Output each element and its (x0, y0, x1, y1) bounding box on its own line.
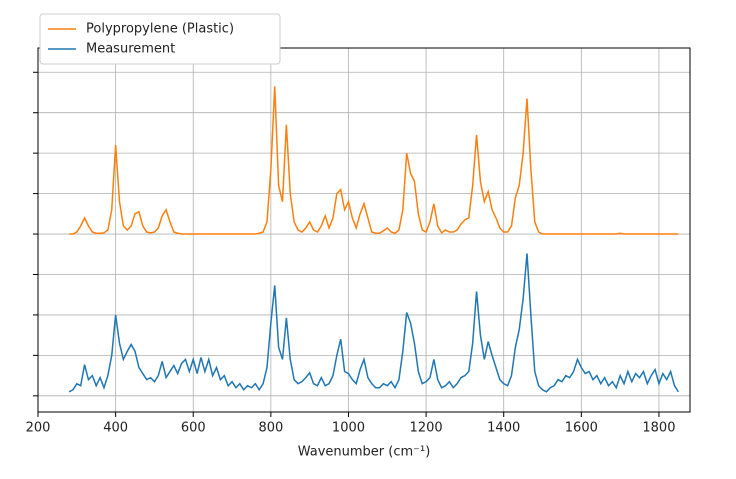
x-tick-label: 1200 (410, 421, 443, 436)
x-axis-label: Wavenumber (cm⁻¹) (298, 445, 431, 460)
x-tick-label: 800 (258, 421, 283, 436)
x-tick-label: 1000 (332, 421, 365, 436)
plot-frame (37, 47, 691, 413)
series-line (68, 253, 679, 393)
x-tick-label: 400 (103, 421, 128, 436)
x-tick-label: 1400 (487, 421, 520, 436)
legend-label: Measurement (86, 42, 175, 57)
series-line (69, 86, 679, 235)
legend-label: Polypropylene (Plastic) (86, 22, 234, 37)
x-tick-label: 600 (181, 421, 206, 436)
x-tick-label: 1600 (565, 421, 598, 436)
x-tick-label: 200 (26, 421, 51, 436)
x-tick-label: 1800 (642, 421, 675, 436)
legend-box (39, 13, 281, 65)
